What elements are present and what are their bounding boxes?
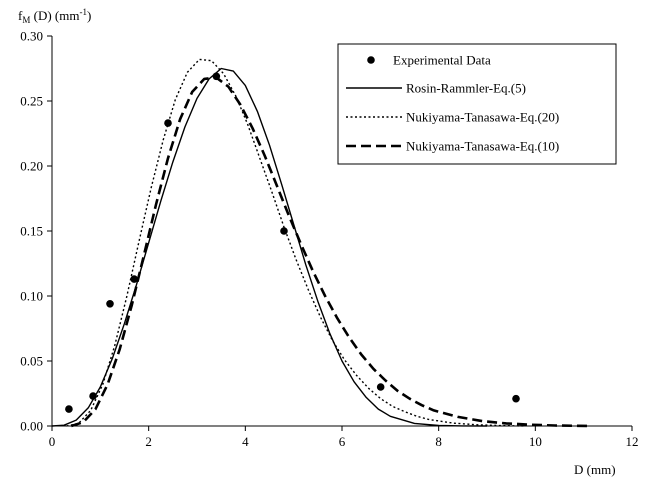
y-tick-label: 0.00 xyxy=(20,419,43,434)
x-tick-label: 10 xyxy=(529,434,542,449)
x-tick-label: 6 xyxy=(339,434,346,449)
plot-series xyxy=(51,58,589,428)
y-tick-label: 0.25 xyxy=(20,94,43,109)
legend-label: Nukiyama-Tanasawa-Eq.(20) xyxy=(406,110,559,125)
x-tick-label: 2 xyxy=(145,434,152,449)
legend-box xyxy=(337,43,617,165)
data-point xyxy=(164,119,172,127)
data-point xyxy=(65,405,73,413)
x-tick-label: 0 xyxy=(49,434,56,449)
x-axis-label: D (mm) xyxy=(574,462,616,477)
y-axis-label-subscript: M xyxy=(22,15,30,25)
data-point xyxy=(130,275,138,283)
axes: 0.00 0.05 0.10 0.15 0.20 0.25 0.30 0 2 4 6 8 10 12 fM … xyxy=(18,7,639,477)
y-axis-label-close: ) xyxy=(87,8,91,23)
x-tick-label: 12 xyxy=(626,434,639,449)
y-tick-label: 0.10 xyxy=(20,289,43,304)
y-tick-label: 0.15 xyxy=(20,224,43,239)
y-axis-label-superscript: -1 xyxy=(79,7,87,17)
data-point xyxy=(376,383,385,391)
x-tick-label: 8 xyxy=(435,434,442,449)
y-axis-label-prefix: f xyxy=(18,8,23,23)
y-axis-label: fM (D) (mm-1) xyxy=(18,7,91,25)
data-point xyxy=(280,227,288,235)
y-tick-label: 0.30 xyxy=(20,29,43,44)
data-point xyxy=(512,394,520,403)
legend-label: Experimental Data xyxy=(393,53,491,68)
series-line-solid xyxy=(51,67,488,427)
x-tick-label: 4 xyxy=(242,434,249,449)
data-point xyxy=(106,300,114,308)
series-line-dashed xyxy=(70,76,589,428)
y-axis-label-suffix: (D) (mm xyxy=(30,8,79,23)
legend-label: Rosin-Rammler-Eq.(5) xyxy=(406,81,526,96)
legend: Experimental Data Rosin-Rammler-Eq.(5) Nuk… xyxy=(337,43,617,165)
data-point xyxy=(89,392,97,400)
series-line-dotted xyxy=(66,58,526,427)
y-tick-label: 0.05 xyxy=(20,354,43,369)
legend-marker-experimental-data xyxy=(367,56,375,64)
legend-label: Nukiyama-Tanasawa-Eq.(10) xyxy=(406,139,559,154)
y-tick-label: 0.20 xyxy=(20,159,43,174)
